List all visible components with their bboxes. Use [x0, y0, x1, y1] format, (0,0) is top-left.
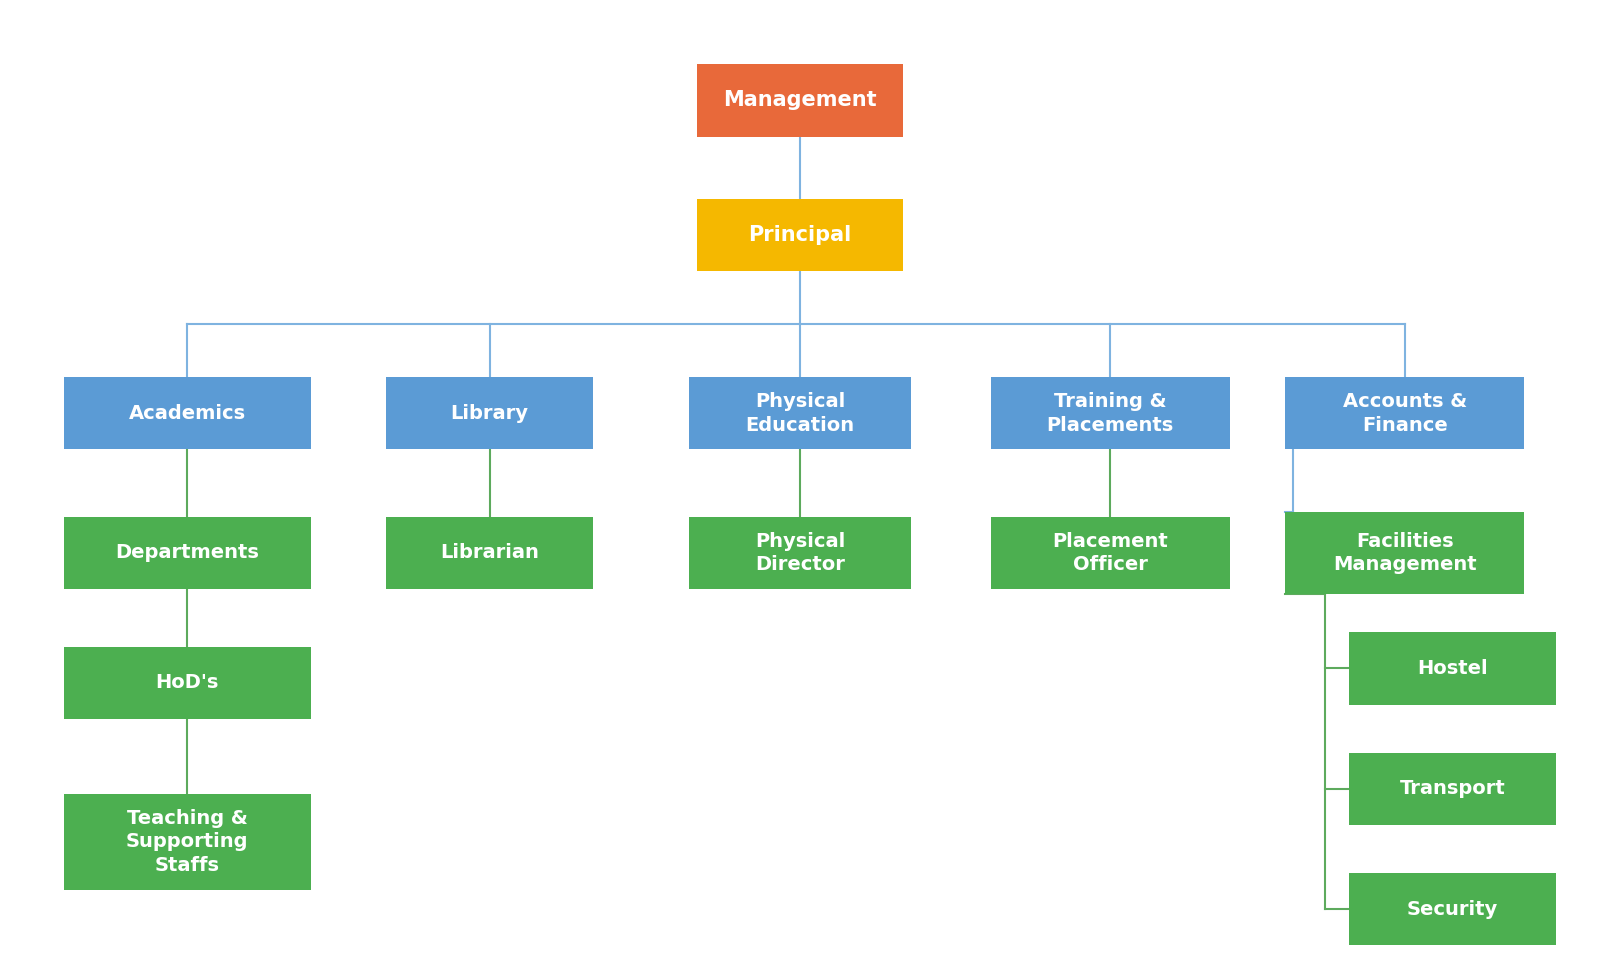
Text: Accounts &
Finance: Accounts & Finance	[1342, 392, 1467, 435]
Text: Placement
Officer: Placement Officer	[1053, 532, 1168, 574]
FancyBboxPatch shape	[64, 517, 310, 589]
FancyBboxPatch shape	[1285, 377, 1525, 450]
Text: Physical
Education: Physical Education	[746, 392, 854, 435]
Text: Transport: Transport	[1400, 780, 1506, 798]
Text: Hostel: Hostel	[1418, 659, 1488, 678]
Text: Principal: Principal	[749, 225, 851, 246]
FancyBboxPatch shape	[990, 377, 1230, 450]
FancyBboxPatch shape	[386, 377, 594, 450]
Text: Training &
Placements: Training & Placements	[1046, 392, 1174, 435]
FancyBboxPatch shape	[1349, 873, 1557, 945]
FancyBboxPatch shape	[688, 377, 912, 450]
Text: Departments: Departments	[115, 544, 259, 562]
Text: Security: Security	[1406, 899, 1498, 919]
FancyBboxPatch shape	[64, 793, 310, 889]
Text: Physical
Director: Physical Director	[755, 532, 845, 574]
FancyBboxPatch shape	[386, 517, 594, 589]
FancyBboxPatch shape	[696, 64, 904, 137]
FancyBboxPatch shape	[1349, 632, 1557, 705]
Text: Academics: Academics	[128, 404, 246, 422]
Text: Management: Management	[723, 90, 877, 111]
FancyBboxPatch shape	[64, 377, 310, 450]
FancyBboxPatch shape	[1349, 753, 1557, 824]
Text: Librarian: Librarian	[440, 544, 539, 562]
Text: Teaching &
Supporting
Staffs: Teaching & Supporting Staffs	[126, 809, 248, 875]
Text: Facilities
Management: Facilities Management	[1333, 532, 1477, 574]
FancyBboxPatch shape	[990, 517, 1230, 589]
FancyBboxPatch shape	[696, 199, 904, 271]
FancyBboxPatch shape	[64, 647, 310, 719]
FancyBboxPatch shape	[688, 517, 912, 589]
Text: HoD's: HoD's	[155, 673, 219, 692]
Text: Library: Library	[451, 404, 528, 422]
FancyBboxPatch shape	[1285, 512, 1525, 594]
